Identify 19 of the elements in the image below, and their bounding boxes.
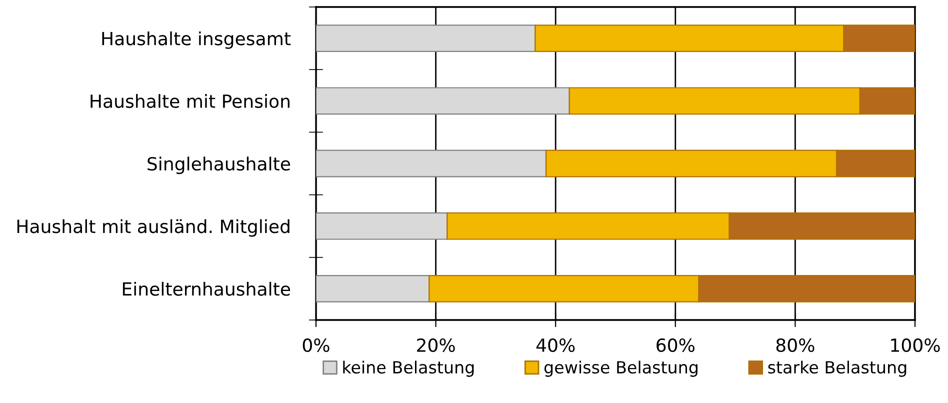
x-tick-label: 40% <box>536 338 575 352</box>
x-tick-label: 60% <box>656 338 694 352</box>
x-tick-label: 20% <box>417 338 455 352</box>
y-tick-label: Haushalte mit Pension <box>90 94 290 108</box>
bar <box>316 24 536 52</box>
bar <box>316 87 570 115</box>
x-tick-label: 0% <box>302 338 330 352</box>
y-tick-label: Haushalte insgesamt <box>102 31 291 49</box>
y-tick-label: Einelternhaushalte <box>122 282 290 296</box>
bar <box>316 150 547 178</box>
bar <box>316 212 448 240</box>
y-tick-label: Singlehaushalte <box>148 156 290 174</box>
legend-label: keine Belastung <box>343 360 474 377</box>
legend-label: gewisse Belastung <box>544 360 698 377</box>
legend-label: starke Belastung <box>768 360 906 377</box>
bar <box>316 275 430 302</box>
x-tick-label: 100% <box>891 338 940 352</box>
x-tick-label: 80% <box>776 338 814 352</box>
y-tick-label: Haushalt mit ausländ. Mitglied <box>17 219 290 237</box>
